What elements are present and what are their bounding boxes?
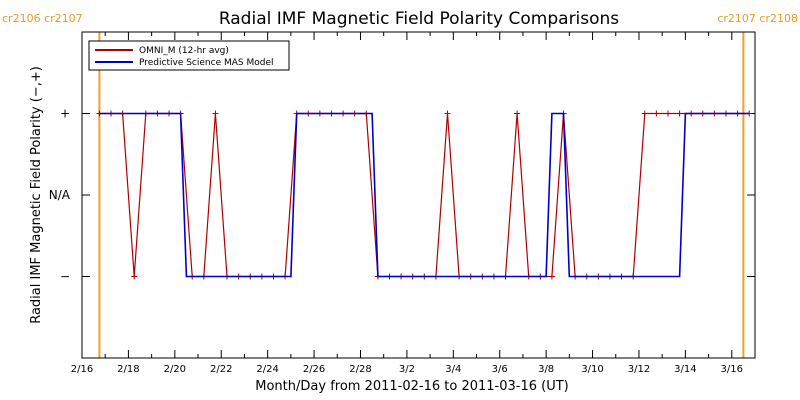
x-tick-label: 3/4 (445, 364, 461, 375)
legend: OMNI_M (12-hr avg) Predictive Science MA… (88, 40, 290, 71)
x-tick-label: 2/20 (164, 364, 186, 375)
x-tick-label: 2/16 (71, 364, 93, 375)
y-axis-label: Radial IMF Magnetic Field Polarity (−,+) (29, 66, 44, 324)
y-tick-label: − (60, 270, 70, 284)
legend-label-omni: OMNI_M (12-hr avg) (139, 46, 229, 56)
legend-label-mas: Predictive Science MAS Model (139, 58, 274, 68)
legend-box (88, 40, 290, 71)
data-point (653, 110, 660, 117)
y-axis-ticks: + N/A − (49, 107, 755, 284)
x-tick-label: 3/10 (581, 364, 603, 375)
data-point (514, 110, 521, 117)
data-point (212, 110, 219, 117)
y-tick-label: + (60, 107, 70, 121)
carrington-label: cr2107 cr2108 (717, 12, 798, 25)
data-point (444, 110, 451, 117)
x-axis-label: Month/Day from 2011-02-16 to 2011-03-16 … (255, 379, 568, 394)
data-point (676, 110, 683, 117)
x-tick-label: 3/2 (399, 364, 415, 375)
series-line-0 (99, 112, 750, 278)
carrington-label: cr2106 cr2107 (2, 12, 83, 25)
x-axis-ticks: 2/16 2/18 2/20 2/22 2/24 2/26 2/28 3/2 3/4 3/6 3/8… (71, 32, 756, 375)
x-tick-label: 3/6 (492, 364, 508, 375)
chart-title: Radial IMF Magnetic Field Polarity Compa… (219, 9, 619, 29)
x-tick-label: 2/18 (117, 364, 139, 375)
data-point (641, 110, 648, 117)
series-layer (96, 110, 753, 280)
carrington-lines (98, 32, 745, 358)
x-tick-label: 3/8 (538, 364, 554, 375)
x-tick-label: 3/14 (674, 364, 696, 375)
carrington-labels: cr2106 cr2107 cr2107 cr2108 (2, 12, 798, 25)
x-tick-label: 2/24 (256, 364, 278, 375)
x-tick-label: 2/28 (349, 364, 371, 375)
x-tick-label: 2/26 (303, 364, 325, 375)
series-line-1 (99, 112, 750, 278)
data-point (548, 273, 555, 280)
x-tick-label: 2/22 (210, 364, 232, 375)
data-point (131, 273, 138, 280)
data-point (664, 110, 671, 117)
x-tick-label: 3/16 (721, 364, 743, 375)
x-tick-label: 3/12 (628, 364, 650, 375)
y-tick-label: N/A (49, 188, 71, 202)
